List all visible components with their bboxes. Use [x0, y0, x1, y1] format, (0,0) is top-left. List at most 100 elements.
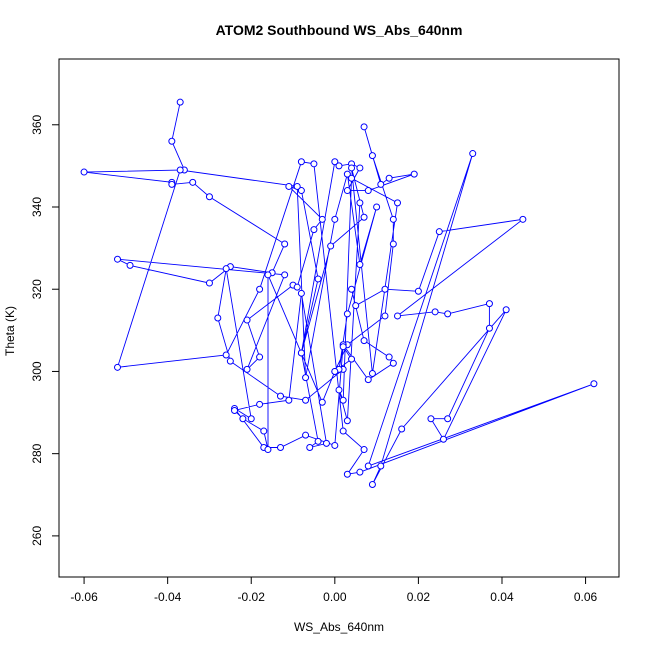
y-tick-label: 320: [30, 279, 44, 299]
data-point: [368, 152, 376, 160]
data-point: [297, 289, 305, 297]
data-point: [276, 392, 284, 400]
data-point: [348, 164, 356, 172]
data-point: [431, 308, 439, 316]
x-tick-label: -0.04: [154, 590, 182, 604]
data-point: [222, 351, 230, 359]
data-point: [356, 199, 364, 207]
x-tick-label: -0.02: [238, 590, 266, 604]
x-tick-label: 0.02: [407, 590, 431, 604]
data-point: [469, 150, 477, 158]
data-point: [222, 265, 230, 273]
data-point: [264, 446, 272, 454]
data-point: [590, 380, 598, 388]
data-point: [205, 193, 213, 201]
data-point: [364, 462, 372, 470]
data-point: [360, 123, 368, 131]
data-point: [126, 261, 134, 269]
data-point: [264, 271, 272, 279]
data-point: [114, 363, 122, 371]
data-point: [360, 446, 368, 454]
data-point: [444, 415, 452, 423]
data-point: [322, 439, 330, 447]
data-point: [373, 203, 381, 211]
data-point: [502, 306, 510, 314]
data-point: [356, 164, 364, 172]
data-point: [189, 178, 197, 186]
data-point: [314, 275, 322, 283]
y-tick-label: 340: [30, 197, 44, 217]
data-point: [356, 261, 364, 269]
data-point: [343, 187, 351, 195]
data-point: [318, 398, 326, 406]
plot-layer: -0.06 -0.04 -0.02 0.00 0.02 0.04 0.06 260 280 300…: [30, 98, 598, 604]
data-point: [381, 285, 389, 293]
data-point: [377, 180, 385, 188]
data-point: [293, 283, 301, 291]
data-point: [385, 353, 393, 361]
data-point: [348, 174, 356, 182]
data-point: [285, 396, 293, 404]
data-point: [256, 353, 264, 361]
data-point: [519, 215, 527, 223]
data-point: [256, 400, 264, 408]
data-point: [364, 187, 372, 195]
data-point: [302, 431, 310, 439]
data-point: [243, 365, 251, 373]
data-point: [343, 417, 351, 425]
data-point: [205, 279, 213, 287]
data-point: [368, 481, 376, 488]
data-point: [256, 285, 264, 293]
data-point: [348, 355, 356, 363]
data-point: [352, 302, 360, 310]
data-point: [331, 158, 339, 166]
data-point: [368, 370, 376, 377]
data-point: [410, 170, 418, 178]
chart-title: ATOM2 Southbound WS_Abs_640nm: [216, 22, 463, 38]
data-point: [377, 462, 385, 470]
data-point: [485, 324, 493, 332]
y-axis-label: Theta (K): [3, 306, 17, 356]
data-point: [80, 168, 88, 176]
data-point: [114, 255, 122, 263]
data-point: [485, 300, 493, 308]
data-point: [331, 215, 339, 223]
data-point: [398, 425, 406, 433]
y-tick-label: 260: [30, 526, 44, 546]
data-point: [247, 415, 255, 423]
data-point: [293, 182, 301, 190]
data-point: [297, 187, 305, 195]
data-point: [314, 437, 322, 445]
data-point: [306, 444, 314, 451]
data-point: [281, 240, 289, 248]
data-point: [348, 285, 356, 293]
data-point: [389, 240, 397, 248]
data-point: [339, 396, 347, 404]
y-tick-label: 360: [30, 114, 44, 134]
data-point: [394, 199, 402, 207]
data-point: [385, 174, 393, 182]
data-point: [297, 158, 305, 166]
x-tick-label: -0.06: [70, 590, 98, 604]
plot-frame: [58, 58, 620, 578]
data-point: [343, 470, 351, 478]
data-point: [226, 357, 234, 365]
data-point: [302, 374, 310, 382]
y-tick-label: 300: [30, 361, 44, 381]
data-point: [214, 314, 222, 322]
x-tick-label: 0.04: [490, 590, 514, 604]
data-point: [297, 349, 305, 357]
data-point: [364, 376, 372, 384]
data-point: [335, 386, 343, 394]
data-point: [176, 166, 184, 174]
data-point: [168, 137, 176, 145]
data-point: [444, 310, 452, 318]
data-point: [318, 215, 326, 223]
y-tick-label: 280: [30, 443, 44, 463]
data-point: [339, 343, 347, 351]
data-point: [343, 310, 351, 318]
data-point: [276, 444, 284, 451]
data-point: [427, 415, 435, 423]
data-point: [389, 359, 397, 367]
